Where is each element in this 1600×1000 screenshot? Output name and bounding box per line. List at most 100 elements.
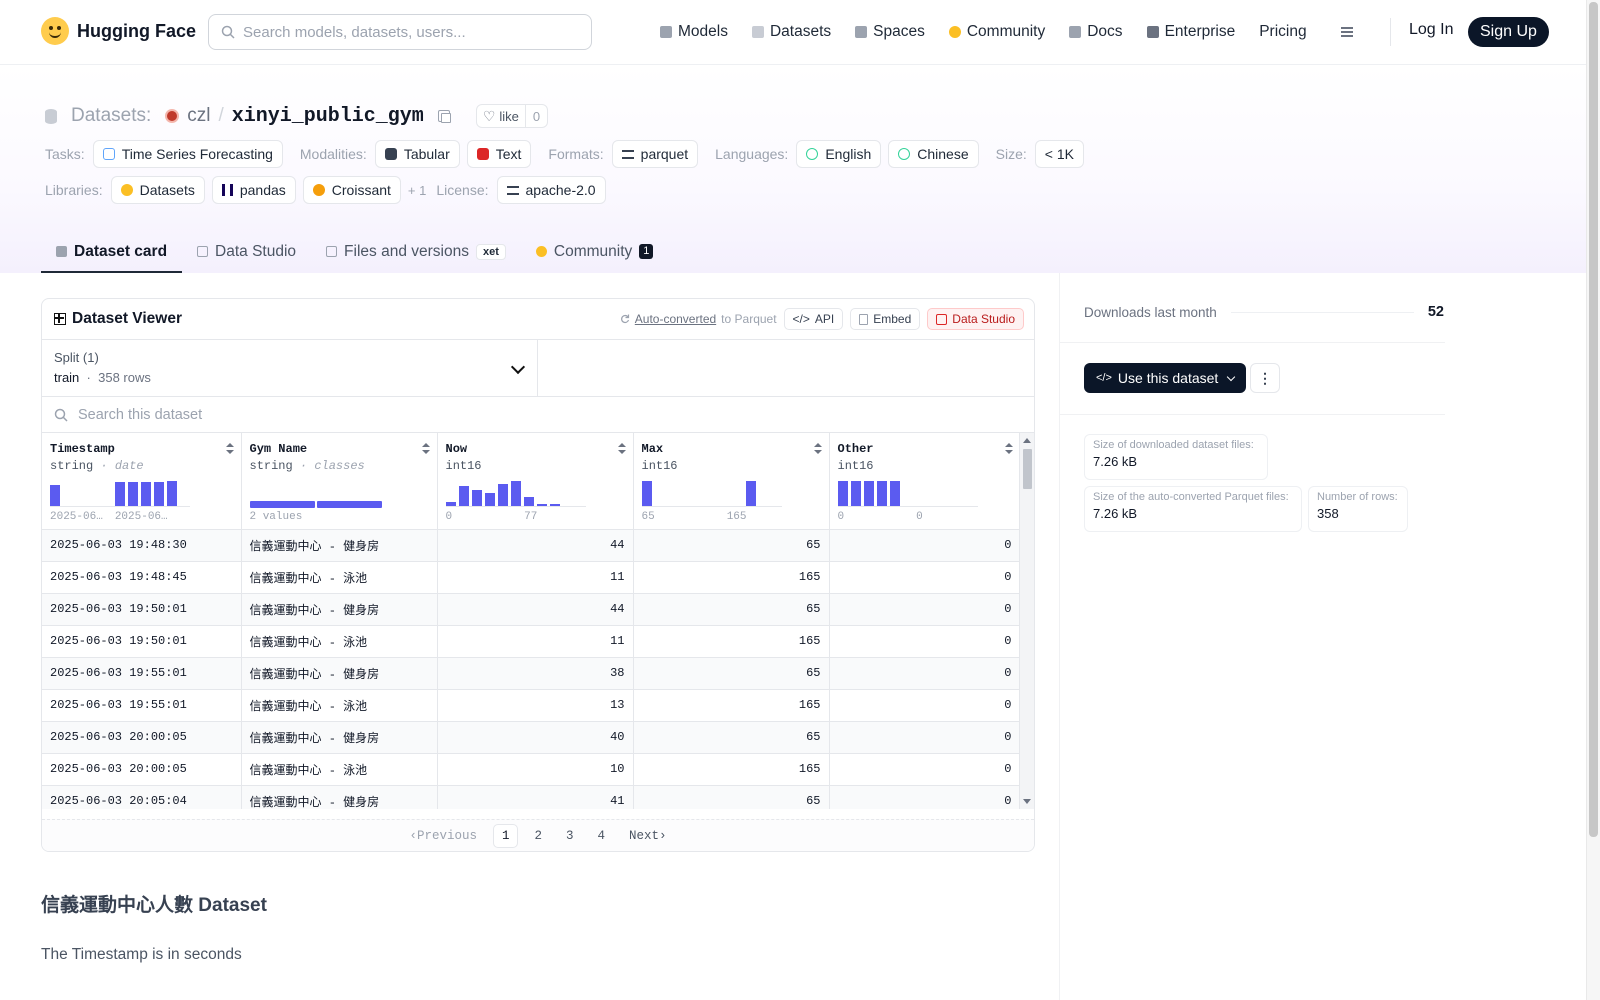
split-selector[interactable]: Split (1) train · 358 rows bbox=[42, 340, 538, 396]
table-cell-other[interactable]: 0 bbox=[829, 593, 1021, 626]
table-cell-gym-name[interactable]: 信義運動中心 - 泳池 bbox=[241, 625, 438, 658]
tab-community[interactable]: Community 1 bbox=[521, 232, 669, 273]
table-cell-max[interactable]: 165 bbox=[633, 625, 830, 658]
brand-logo[interactable]: Hugging Face bbox=[41, 17, 196, 45]
table-cell-timestamp[interactable]: 2025-06-03 19:50:01 bbox=[42, 593, 242, 626]
column-header-other[interactable]: Other int16 0 0 bbox=[829, 433, 1021, 530]
column-histogram[interactable] bbox=[445, 481, 576, 507]
nav-link-pricing[interactable]: Pricing bbox=[1259, 18, 1306, 46]
column-header-now[interactable]: Now int16 0 77 bbox=[437, 433, 634, 530]
tab-data-studio[interactable]: Data Studio bbox=[182, 232, 311, 273]
page-button-4[interactable]: 4 bbox=[597, 828, 606, 843]
tab-dataset-card[interactable]: Dataset card bbox=[41, 232, 183, 273]
histogram-bar[interactable] bbox=[745, 481, 756, 507]
table-cell-now[interactable]: 11 bbox=[437, 625, 634, 658]
use-this-dataset-button[interactable]: </> Use this dataset bbox=[1084, 363, 1247, 393]
dataset-search[interactable] bbox=[42, 397, 1034, 433]
nav-link-community[interactable]: Community bbox=[948, 18, 1045, 46]
table-cell-max[interactable]: 65 bbox=[633, 657, 830, 690]
tag-english[interactable]: English bbox=[796, 140, 882, 168]
table-cell-timestamp[interactable]: 2025-06-03 20:05:04 bbox=[42, 785, 242, 809]
global-search-input[interactable] bbox=[243, 23, 573, 41]
table-cell-timestamp[interactable]: 2025-06-03 19:48:30 bbox=[42, 529, 242, 562]
table-cell-timestamp[interactable]: 2025-06-03 19:55:01 bbox=[42, 657, 242, 690]
histogram-bar[interactable] bbox=[484, 493, 495, 507]
table-cell-other[interactable]: 0 bbox=[829, 785, 1021, 809]
tag-parquet[interactable]: parquet bbox=[611, 140, 699, 168]
sort-icon[interactable] bbox=[421, 443, 430, 455]
histogram-bar[interactable] bbox=[50, 485, 60, 507]
page-button-3[interactable]: 3 bbox=[566, 828, 574, 843]
column-histogram[interactable] bbox=[837, 481, 968, 507]
table-row[interactable]: 2025-06-03 20:00:05 信義運動中心 - 泳池 10 165 0 bbox=[42, 753, 1021, 786]
histogram-bar[interactable] bbox=[445, 502, 456, 507]
column-header-gym-name[interactable]: Gym Name string · classes 2 values bbox=[241, 433, 438, 530]
sort-icon[interactable] bbox=[813, 443, 822, 455]
table-cell-now[interactable]: 10 bbox=[437, 753, 634, 786]
table-row[interactable]: 2025-06-03 19:48:45 信義運動中心 - 泳池 11 165 0 bbox=[42, 561, 1021, 594]
tag-datasets[interactable]: Datasets bbox=[110, 176, 205, 204]
breadcrumb-section[interactable]: Datasets: bbox=[71, 105, 152, 126]
table-cell-now[interactable]: 38 bbox=[437, 657, 634, 690]
page-button-2[interactable]: 2 bbox=[534, 828, 542, 843]
tag-chinese[interactable]: Chinese bbox=[888, 140, 979, 168]
tag-pandas[interactable]: pandas bbox=[211, 176, 296, 204]
tag-croissant[interactable]: Croissant bbox=[302, 176, 401, 204]
table-cell-gym-name[interactable]: 信義運動中心 - 健身房 bbox=[241, 785, 438, 809]
sort-icon[interactable] bbox=[225, 443, 234, 455]
table-cell-max[interactable]: 65 bbox=[633, 593, 830, 626]
table-cell-timestamp[interactable]: 2025-06-03 19:50:01 bbox=[42, 625, 242, 658]
histogram-bar[interactable] bbox=[497, 484, 508, 507]
histogram-bar[interactable] bbox=[850, 481, 861, 507]
table-cell-gym-name[interactable]: 信義運動中心 - 泳池 bbox=[241, 561, 438, 594]
repo-owner-link[interactable]: czl bbox=[187, 105, 211, 126]
table-cell-other[interactable]: 0 bbox=[829, 657, 1021, 690]
nav-link-enterprise[interactable]: Enterprise bbox=[1146, 18, 1235, 46]
table-cell-gym-name[interactable]: 信義運動中心 - 泳池 bbox=[241, 753, 438, 786]
table-cell-other[interactable]: 0 bbox=[829, 753, 1021, 786]
auto-converted-link[interactable]: Auto-converted bbox=[634, 312, 717, 326]
table-cell-other[interactable]: 0 bbox=[829, 721, 1021, 754]
table-scrollbar[interactable] bbox=[1019, 433, 1034, 809]
table-cell-max[interactable]: 65 bbox=[633, 785, 830, 809]
histogram-bar[interactable] bbox=[167, 481, 177, 507]
table-cell-gym-name[interactable]: 信義運動中心 - 健身房 bbox=[241, 721, 438, 754]
tab-files-and-versions[interactable]: Files and versions xet bbox=[311, 232, 521, 273]
page-scroll-thumb[interactable] bbox=[1589, 2, 1598, 837]
table-cell-now[interactable]: 44 bbox=[437, 593, 634, 626]
histogram-bar[interactable] bbox=[154, 482, 164, 507]
histogram-bar[interactable] bbox=[837, 481, 848, 507]
histogram-bar[interactable] bbox=[523, 497, 534, 507]
table-cell-now[interactable]: 44 bbox=[437, 529, 634, 562]
nav-link-models[interactable]: Models bbox=[660, 18, 728, 46]
tag-tabular[interactable]: Tabular bbox=[374, 140, 460, 168]
previous-page-button[interactable]: ‹ Previous bbox=[401, 824, 485, 848]
tag-1k[interactable]: < 1K bbox=[1034, 140, 1084, 168]
histogram-bar[interactable] bbox=[549, 504, 560, 507]
table-cell-other[interactable]: 0 bbox=[829, 561, 1021, 594]
next-page-button[interactable]: Next › bbox=[621, 824, 675, 848]
table-cell-other[interactable]: 0 bbox=[829, 689, 1021, 722]
like-button[interactable]: ♡ like 0 bbox=[475, 104, 549, 128]
signup-button[interactable]: Sign Up bbox=[1468, 17, 1549, 47]
table-cell-max[interactable]: 165 bbox=[633, 689, 830, 722]
histogram-bar[interactable] bbox=[510, 481, 521, 507]
scroll-up-icon[interactable] bbox=[1023, 438, 1031, 443]
global-search[interactable] bbox=[208, 14, 592, 50]
table-cell-now[interactable]: 40 bbox=[437, 721, 634, 754]
table-cell-other[interactable]: 0 bbox=[829, 529, 1021, 562]
tag-apache-2-0[interactable]: apache-2.0 bbox=[496, 176, 606, 204]
histogram-bar[interactable] bbox=[536, 504, 547, 507]
copy-icon[interactable] bbox=[437, 110, 451, 123]
table-row[interactable]: 2025-06-03 19:48:30 信義運動中心 - 健身房 44 65 0 bbox=[42, 529, 1021, 562]
table-row[interactable]: 2025-06-03 20:00:05 信義運動中心 - 健身房 40 65 0 bbox=[42, 721, 1021, 754]
table-cell-timestamp[interactable]: 2025-06-03 20:00:05 bbox=[42, 721, 242, 754]
login-link[interactable]: Log In bbox=[1409, 21, 1454, 38]
table-cell-now[interactable]: 41 bbox=[437, 785, 634, 809]
page-scrollbar[interactable] bbox=[1586, 0, 1600, 1000]
table-cell-max[interactable]: 65 bbox=[633, 721, 830, 754]
more-libraries-link[interactable]: + 1 bbox=[407, 182, 427, 198]
nav-link-docs[interactable]: Docs bbox=[1069, 18, 1123, 46]
sort-icon[interactable] bbox=[1004, 443, 1013, 455]
table-row[interactable]: 2025-06-03 19:55:01 信義運動中心 - 泳池 13 165 0 bbox=[42, 689, 1021, 722]
